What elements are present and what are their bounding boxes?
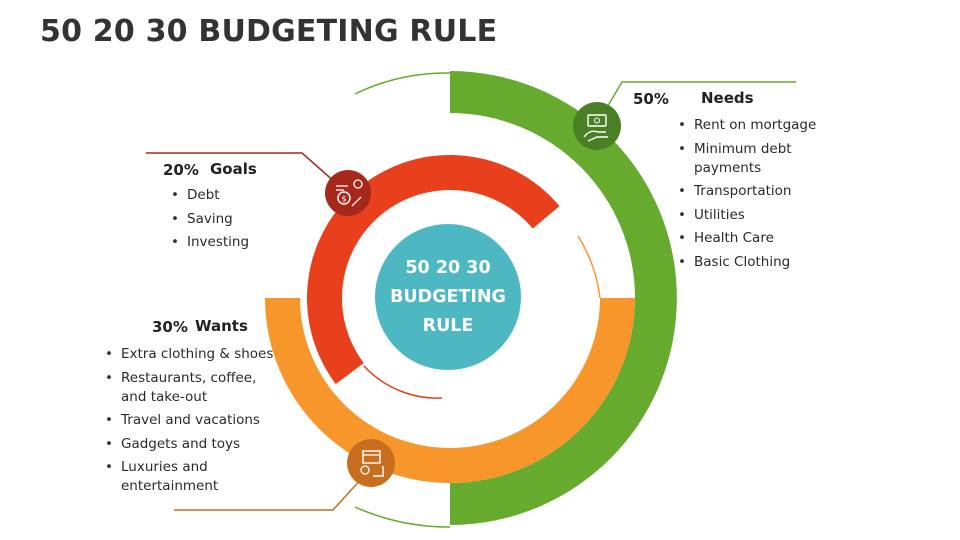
needs-percent: 50% <box>633 90 669 108</box>
shopping-icon <box>347 439 395 487</box>
needs-thin-arc <box>354 72 451 95</box>
center-title-line-2: BUDGETING <box>390 287 506 307</box>
list-item: Gadgets and toys <box>103 435 278 454</box>
goals-percent: 20% <box>163 161 199 179</box>
list-item: Utilities <box>676 206 826 225</box>
savings-chart-icon: $ <box>325 170 371 216</box>
wants-list: Extra clothing & shoes Restaurants, coff… <box>103 345 278 501</box>
list-item: Transportation <box>676 182 826 201</box>
list-item: Extra clothing & shoes <box>103 345 278 364</box>
center-circle <box>375 224 521 370</box>
goals-connector <box>146 152 345 191</box>
center-title-line-3: RULE <box>422 316 474 336</box>
list-item: Luxuries and entertainment <box>103 458 278 496</box>
list-item: Debt <box>169 186 309 205</box>
needs-label: Needs <box>701 89 754 107</box>
list-item: Restaurants, coffee, and take-out <box>103 369 278 407</box>
goals-list: Debt Saving Investing <box>169 186 309 257</box>
svg-text:$: $ <box>341 195 346 204</box>
wants-thin-arc <box>577 235 601 299</box>
center-title-line-1: 50 20 30 <box>405 258 491 278</box>
goals-thin-arc <box>363 365 443 399</box>
needs-ring-segment <box>450 71 677 525</box>
center-title: 50 20 30 BUDGETING RULE <box>378 254 518 341</box>
money-hand-icon <box>573 102 621 150</box>
list-item: Saving <box>169 210 309 229</box>
list-item: Rent on mortgage <box>676 116 826 135</box>
list-item: Investing <box>169 233 309 252</box>
wants-percent: 30% <box>152 318 188 336</box>
goals-label: Goals <box>210 160 257 178</box>
list-item: Travel and vacations <box>103 411 278 430</box>
needs-thin-arc-bottom <box>354 506 451 528</box>
goals-ring-segment <box>307 155 560 385</box>
wants-label: Wants <box>195 317 248 335</box>
needs-list: Rent on mortgage Minimum debt payments T… <box>676 116 826 276</box>
page-title: 50 20 30 BUDGETING RULE <box>40 14 498 49</box>
list-item: Health Care <box>676 229 826 248</box>
wants-ring-segment <box>265 298 635 483</box>
list-item: Minimum debt payments <box>676 140 826 178</box>
list-item: Basic Clothing <box>676 253 826 272</box>
